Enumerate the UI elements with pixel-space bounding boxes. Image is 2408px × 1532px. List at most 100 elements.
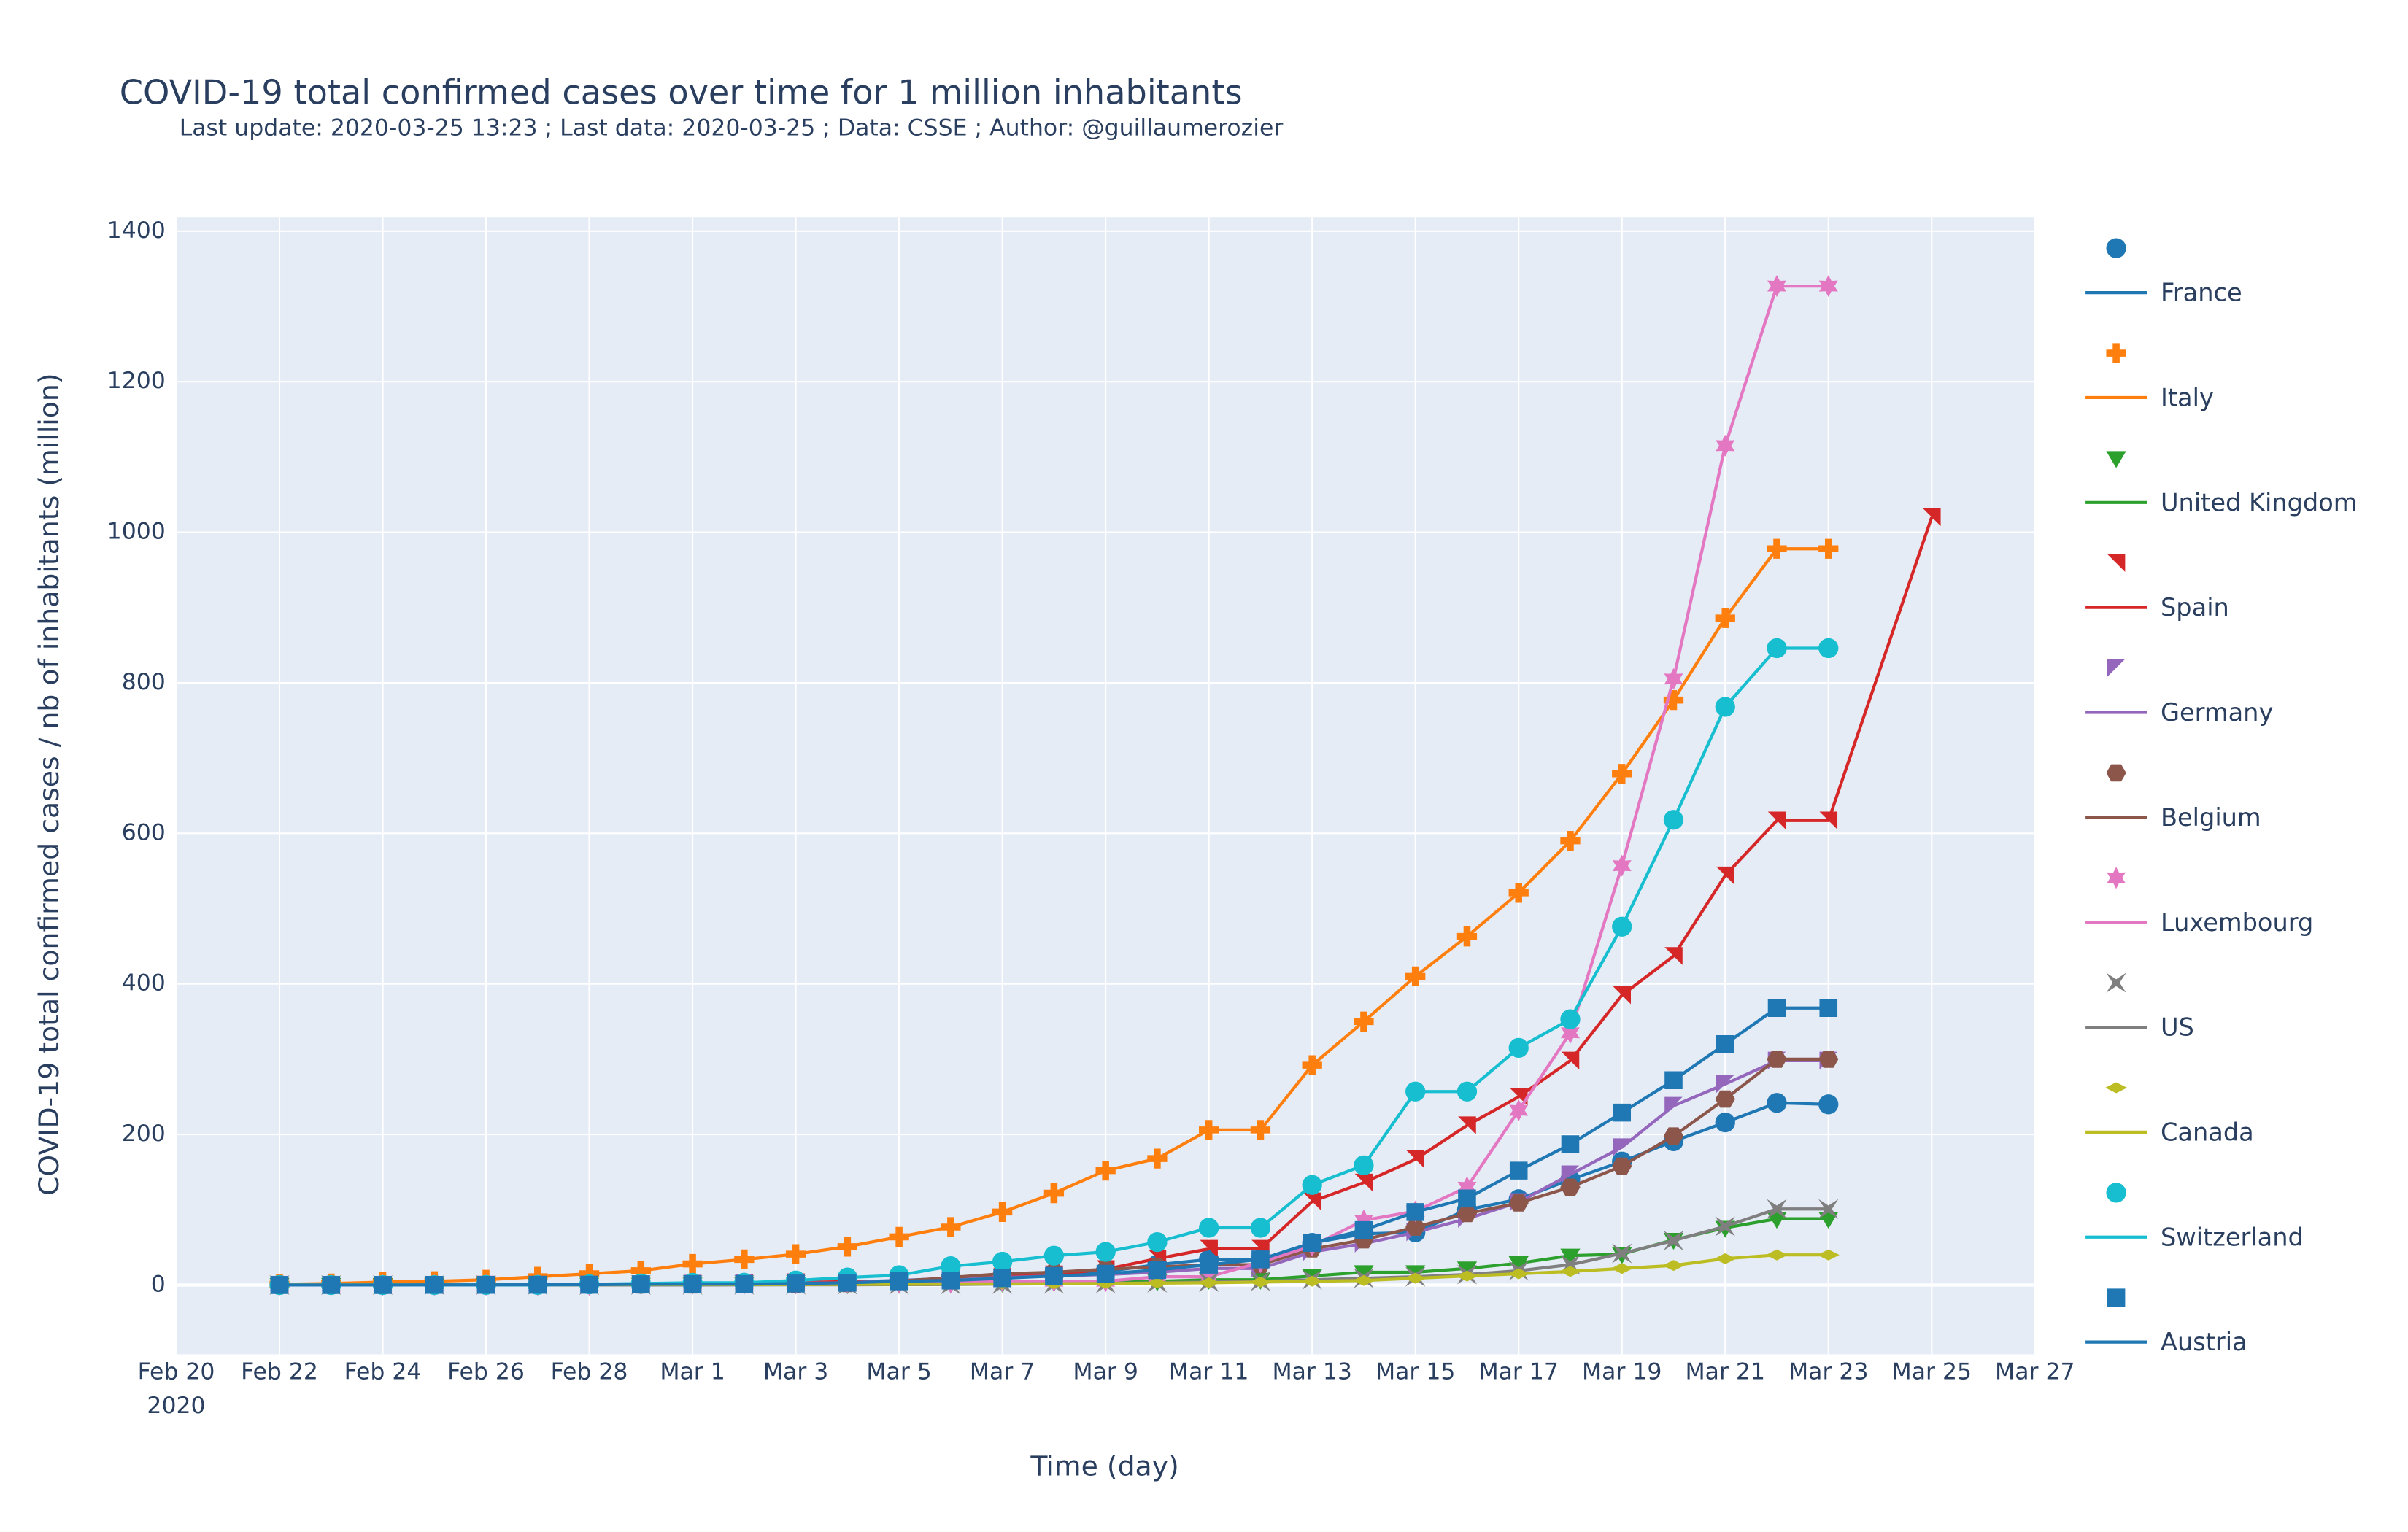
point-marker bbox=[1406, 1203, 1424, 1221]
point-marker bbox=[1663, 1127, 1684, 1145]
legend-label: Germany bbox=[2161, 698, 2273, 727]
point-marker bbox=[993, 1269, 1011, 1288]
point-marker bbox=[1560, 1009, 1581, 1029]
legend-marker bbox=[2106, 764, 2126, 782]
point-marker bbox=[1354, 1220, 1373, 1239]
point-marker bbox=[1818, 1199, 1839, 1219]
x-tick-label: Mar 15 bbox=[1375, 1359, 1455, 1385]
point-marker bbox=[1765, 1249, 1788, 1261]
point-marker bbox=[1199, 1266, 1219, 1288]
x-tick-label: Mar 11 bbox=[1169, 1359, 1249, 1385]
point-marker bbox=[1819, 999, 1838, 1018]
point-marker bbox=[1819, 811, 1838, 830]
point-marker bbox=[889, 1226, 909, 1247]
point-marker bbox=[1200, 1239, 1218, 1258]
point-marker bbox=[1715, 1090, 1735, 1108]
x-tick-label: Mar 7 bbox=[970, 1359, 1035, 1385]
point-marker bbox=[1302, 1175, 1322, 1195]
point-marker bbox=[1043, 1183, 1065, 1204]
point-marker bbox=[1612, 916, 1632, 937]
x-tick-label: Mar 19 bbox=[1582, 1359, 1662, 1385]
point-marker bbox=[1405, 1081, 1426, 1102]
y-tick-label: 1000 bbox=[107, 519, 166, 545]
point-marker bbox=[1354, 1209, 1373, 1231]
point-marker bbox=[1354, 1265, 1374, 1283]
point-marker bbox=[1147, 1148, 1168, 1169]
point-marker bbox=[1612, 1243, 1632, 1264]
point-marker bbox=[1767, 999, 1786, 1018]
point-marker bbox=[1664, 1096, 1683, 1115]
point-marker bbox=[1508, 883, 1529, 903]
y-tick-label: 200 bbox=[122, 1121, 166, 1147]
point-marker bbox=[1508, 1268, 1530, 1280]
point-marker bbox=[941, 1256, 961, 1277]
point-marker bbox=[1457, 1176, 1477, 1199]
legend-marker bbox=[2106, 972, 2126, 993]
point-marker bbox=[1095, 1160, 1116, 1181]
x-tick-label: Mar 3 bbox=[763, 1359, 828, 1385]
point-marker bbox=[1251, 1239, 1270, 1258]
point-marker bbox=[837, 1237, 858, 1257]
point-marker bbox=[1560, 830, 1581, 851]
point-marker bbox=[1405, 1218, 1426, 1236]
point-marker bbox=[1508, 1194, 1529, 1212]
point-marker bbox=[580, 1275, 598, 1294]
point-marker bbox=[1509, 1161, 1528, 1180]
point-marker bbox=[1818, 1051, 1839, 1068]
x-tick-label: Mar 1 bbox=[660, 1359, 725, 1385]
point-marker bbox=[1613, 986, 1632, 1005]
y-tick-label: 0 bbox=[151, 1271, 166, 1297]
point-marker bbox=[632, 1275, 650, 1293]
point-marker bbox=[1405, 966, 1426, 987]
legend-marker bbox=[2107, 1288, 2126, 1307]
point-marker bbox=[1818, 638, 1839, 659]
point-marker bbox=[735, 1275, 754, 1293]
x-tick-label: Feb 28 bbox=[551, 1359, 628, 1385]
point-marker bbox=[1456, 1204, 1478, 1223]
point-marker bbox=[322, 1276, 341, 1294]
x-tick-label: Feb 20 bbox=[138, 1359, 215, 1385]
legend-marker bbox=[2105, 1082, 2128, 1094]
point-marker bbox=[1249, 1276, 1272, 1288]
point-marker bbox=[1045, 1266, 1063, 1285]
point-marker bbox=[1767, 275, 1787, 298]
point-marker bbox=[1613, 1103, 1632, 1122]
legend-marker bbox=[2106, 238, 2126, 258]
point-marker bbox=[1354, 1011, 1374, 1032]
point-marker bbox=[1559, 1266, 1581, 1277]
point-marker bbox=[1818, 1212, 1839, 1229]
y-tick-label: 400 bbox=[122, 970, 166, 997]
point-marker bbox=[1561, 1051, 1580, 1070]
point-marker bbox=[1767, 1093, 1787, 1113]
point-marker bbox=[1560, 1248, 1581, 1266]
point-marker bbox=[838, 1274, 857, 1292]
point-marker bbox=[1096, 1264, 1115, 1283]
legend-label: United Kingdom bbox=[2161, 488, 2358, 517]
point-marker bbox=[1817, 1249, 1840, 1261]
x-tick-label: Mar 27 bbox=[1995, 1359, 2075, 1385]
point-marker bbox=[1561, 1135, 1580, 1153]
legend-label: Belgium bbox=[2161, 803, 2261, 832]
point-marker bbox=[1147, 1231, 1168, 1253]
point-marker bbox=[734, 1249, 755, 1270]
point-marker bbox=[1456, 1081, 1478, 1102]
point-marker bbox=[1612, 854, 1632, 877]
point-marker bbox=[1302, 1055, 1322, 1075]
point-marker bbox=[1612, 1157, 1632, 1175]
chart-title: COVID-19 total confirmed cases over time… bbox=[120, 73, 1243, 112]
point-marker bbox=[1818, 538, 1839, 559]
point-marker bbox=[630, 1261, 651, 1281]
point-marker bbox=[1663, 1230, 1684, 1251]
point-marker bbox=[425, 1275, 444, 1294]
x-tick-label: Feb 26 bbox=[447, 1359, 525, 1385]
point-marker bbox=[1301, 1275, 1324, 1287]
point-marker bbox=[1560, 1021, 1580, 1044]
point-marker bbox=[1456, 1261, 1478, 1279]
point-marker bbox=[992, 1251, 1013, 1272]
legend-label: Canada bbox=[2161, 1118, 2254, 1146]
point-marker bbox=[1818, 275, 1838, 298]
point-marker bbox=[1767, 638, 1787, 659]
legend-marker bbox=[2107, 554, 2126, 573]
point-marker bbox=[1663, 690, 1684, 711]
